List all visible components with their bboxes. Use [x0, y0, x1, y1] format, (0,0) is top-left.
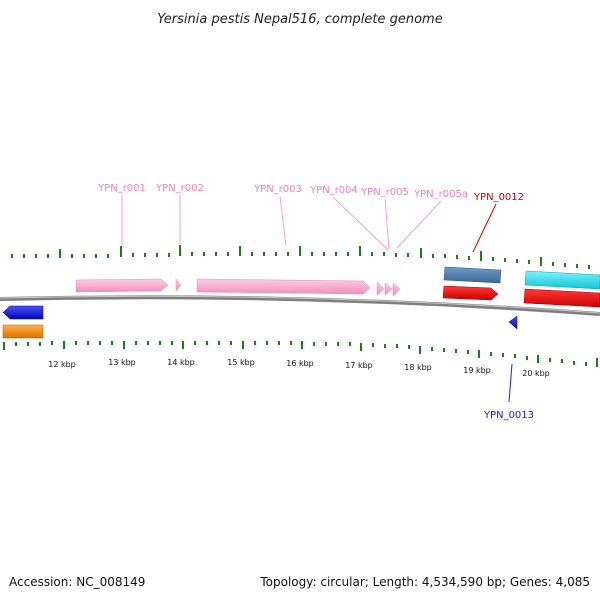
- scale-label-12kbp: 12 kbp: [48, 360, 76, 369]
- cds-features: [2, 266, 600, 339]
- genome-backbone: [0, 295, 600, 316]
- gene-labels: YPN_r001 YPN_r002 YPN_r003 YPN_r004 YPN_…: [97, 183, 534, 421]
- scale-labels: 12 kbp 13 kbp 14 kbp 15 kbp 16 kbp 17 kb…: [48, 358, 550, 378]
- accession-text: Accession: NC_008149: [9, 575, 145, 589]
- rrna-gene-r002[interactable]: [175, 278, 182, 292]
- gene-label-ypn-r004: YPN_r004: [309, 185, 358, 196]
- gene-label-ypn-r003: YPN_r003: [253, 184, 302, 195]
- rrna-gene-r005[interactable]: [384, 282, 393, 296]
- gene-ypn-0013[interactable]: [508, 315, 518, 330]
- gene-label-ypn-r002: YPN_r002: [155, 183, 204, 194]
- gene-steel-feature[interactable]: [443, 266, 502, 284]
- gene-label-ypn-r005a: YPN_r005a: [413, 189, 468, 200]
- rrna-features: [75, 278, 401, 297]
- scale-label-17kbp: 17 kbp: [345, 361, 373, 370]
- scale-label-18kbp: 18 kbp: [404, 363, 432, 372]
- gene-label-ypn-r001: YPN_r001: [97, 183, 146, 194]
- genome-backbone-highlight: [0, 295, 600, 314]
- rrna-gene-r004[interactable]: [376, 281, 385, 296]
- scale-label-14kbp: 14 kbp: [167, 358, 195, 367]
- rrna-gene-r001[interactable]: [75, 278, 169, 293]
- outer-tick-row: [11, 245, 590, 269]
- rrna-gene-r003[interactable]: [196, 278, 371, 295]
- gene-label-ypn-0012: YPN_0012: [473, 192, 524, 203]
- scale-label-16kbp: 16 kbp: [286, 359, 314, 368]
- gene-orange-left-feature[interactable]: [2, 324, 44, 339]
- scale-label-15kbp: 15 kbp: [227, 358, 255, 367]
- map-title: Yersinia pestis Nepal516, complete genom…: [157, 12, 442, 27]
- gene-red-right-feature[interactable]: [523, 288, 600, 308]
- gene-label-ypn-0013: YPN_0013: [483, 410, 534, 421]
- gene-ypn-0012[interactable]: [442, 285, 499, 301]
- scale-label-19kbp: 19 kbp: [463, 366, 491, 375]
- scale-label-13kbp: 13 kbp: [108, 358, 136, 367]
- inner-tick-row: [3, 341, 598, 367]
- label-leader-lines: [121, 195, 513, 403]
- gene-cyan-feature[interactable]: [524, 270, 600, 290]
- genome-summary-text: Topology: circular; Length: 4,534,590 bp…: [259, 575, 590, 589]
- gene-blue-left-feature[interactable]: [2, 305, 44, 320]
- scale-label-20kbp: 20 kbp: [522, 369, 550, 378]
- gene-label-ypn-r005: YPN_r005: [360, 187, 409, 198]
- rrna-gene-r005a[interactable]: [392, 282, 401, 297]
